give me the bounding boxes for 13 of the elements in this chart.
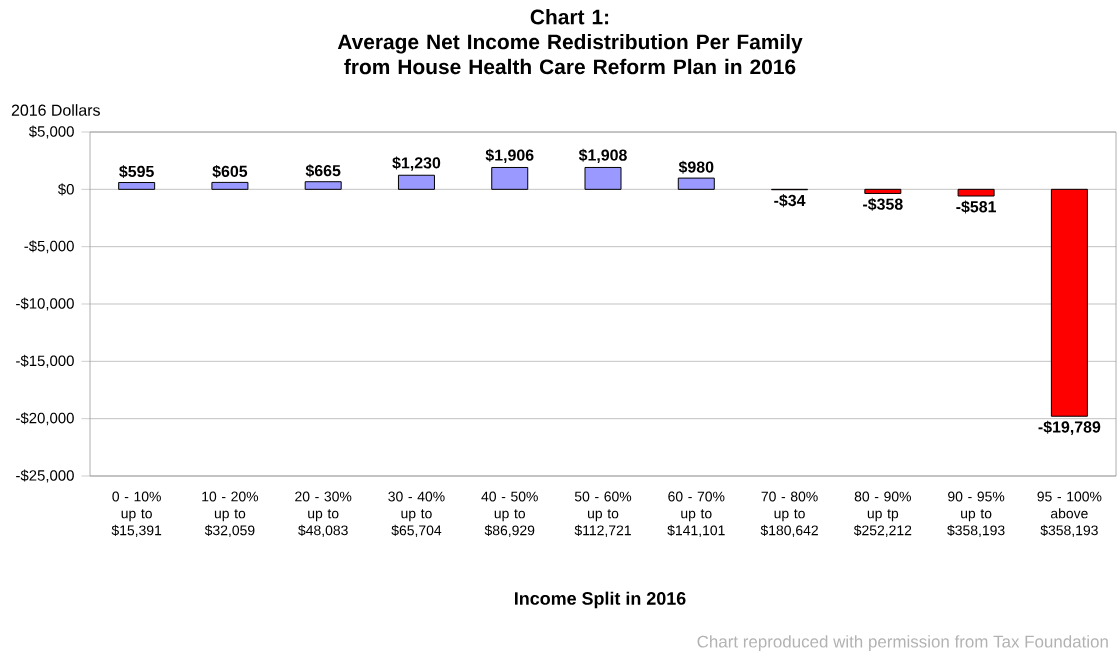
bar [864,188,902,194]
bar [491,166,529,190]
chart-title: Chart 1: Average Net Income Redistribution Per Family from House Health Care Reform Plan in 2016 [337,9,803,75]
bar [957,188,995,197]
x-axis-title: Income Split in 2016 [514,591,686,609]
bar [1050,188,1088,417]
bar [304,181,342,190]
bar [118,182,156,190]
bar [211,181,249,190]
bar [677,177,715,190]
text: Chart reproduced with permission from Tax Foundation [697,635,1108,651]
bar [397,174,435,190]
bar [584,166,622,190]
